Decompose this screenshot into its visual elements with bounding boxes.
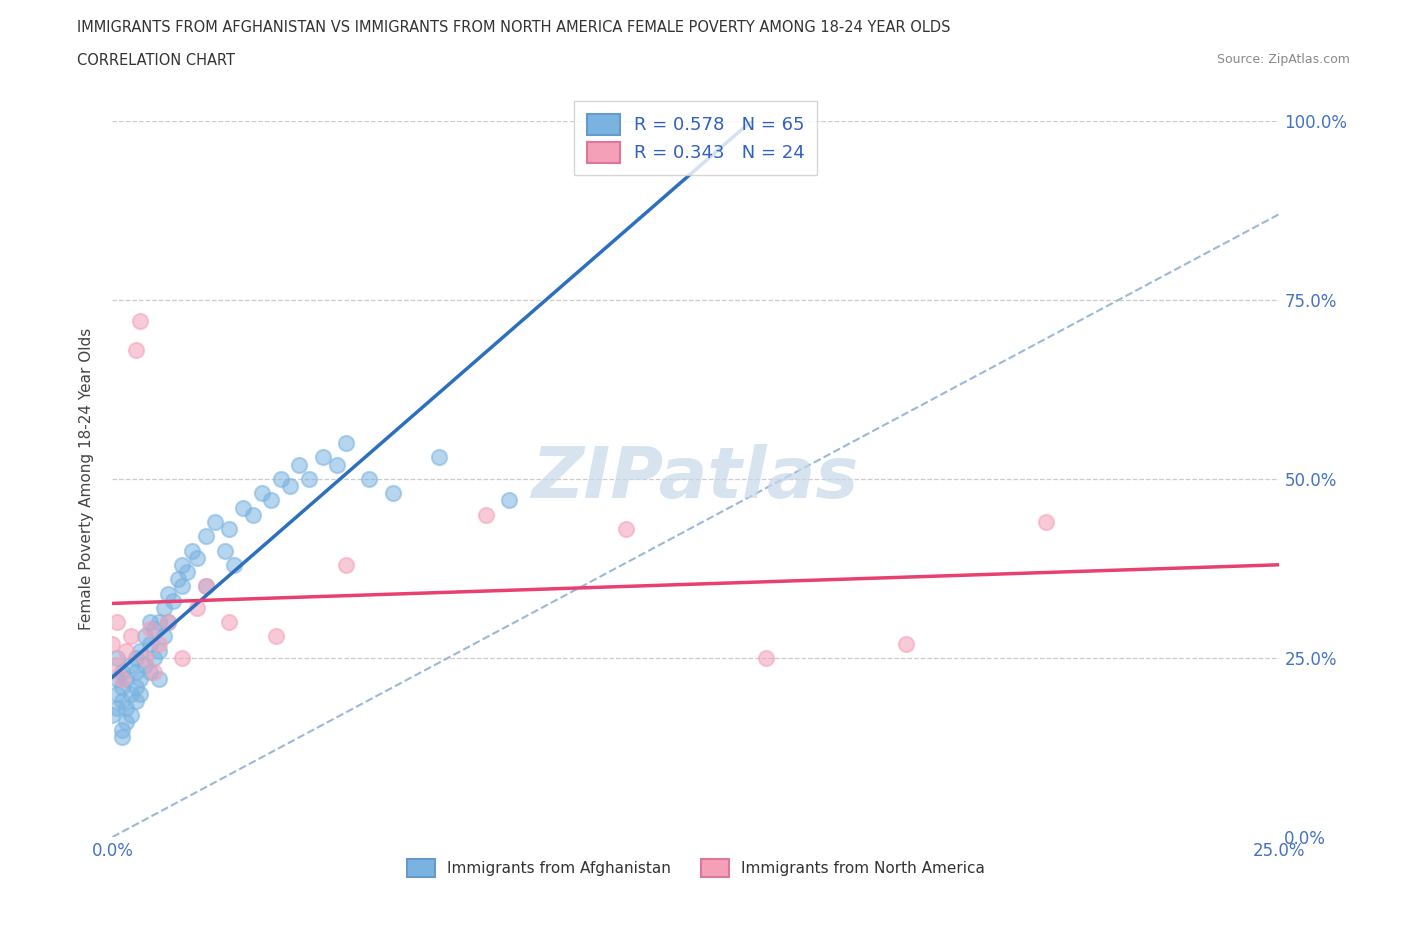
Point [139, 636, 162, 651]
Point [134, 658, 156, 672]
Point [148, 636, 170, 651]
Point [1035, 514, 1057, 529]
Point [111, 679, 134, 694]
Point [139, 665, 162, 680]
Point [125, 694, 148, 709]
Point [172, 557, 194, 572]
Text: ZIPatlas: ZIPatlas [533, 445, 859, 513]
Point [894, 636, 917, 651]
Point [120, 686, 142, 701]
Point [381, 485, 404, 500]
Point [242, 508, 264, 523]
Point [111, 694, 134, 709]
Point [180, 543, 202, 558]
Point [125, 342, 148, 357]
Point [162, 593, 184, 608]
Point [105, 651, 128, 666]
Point [278, 479, 301, 494]
Point [111, 729, 134, 744]
Point [125, 679, 148, 694]
Point [194, 529, 217, 544]
Point [232, 500, 254, 515]
Point [134, 651, 156, 666]
Text: IMMIGRANTS FROM AFGHANISTAN VS IMMIGRANTS FROM NORTH AMERICA FEMALE POVERTY AMON: IMMIGRANTS FROM AFGHANISTAN VS IMMIGRANT… [77, 20, 950, 35]
Point [148, 615, 170, 630]
Point [498, 493, 520, 508]
Point [176, 565, 198, 579]
Point [101, 636, 124, 651]
Point [297, 472, 319, 486]
Point [194, 578, 217, 594]
Point [105, 658, 128, 672]
Point [115, 715, 138, 730]
Point [172, 578, 194, 594]
Point [134, 629, 156, 644]
Point [120, 708, 142, 723]
Point [260, 493, 283, 508]
Point [153, 629, 176, 644]
Point [129, 672, 152, 687]
Point [335, 435, 357, 450]
Point [614, 522, 637, 537]
Point [194, 578, 217, 594]
Point [218, 615, 240, 630]
Point [427, 450, 450, 465]
Point [105, 672, 128, 687]
Point [115, 672, 138, 687]
Point [250, 485, 273, 500]
Point [125, 665, 148, 680]
Point [204, 514, 226, 529]
Point [359, 472, 381, 486]
Point [214, 543, 236, 558]
Point [311, 450, 333, 465]
Point [325, 458, 347, 472]
Point [111, 722, 134, 737]
Point [129, 644, 152, 658]
Point [120, 658, 142, 672]
Y-axis label: Female Poverty Among 18-24 Year Olds: Female Poverty Among 18-24 Year Olds [79, 328, 94, 631]
Point [115, 644, 138, 658]
Point [475, 508, 498, 523]
Point [166, 572, 188, 587]
Legend: Immigrants from Afghanistan, Immigrants from North America: Immigrants from Afghanistan, Immigrants … [401, 853, 991, 884]
Point [186, 601, 208, 616]
Point [105, 615, 128, 630]
Point [264, 629, 287, 644]
Point [139, 622, 162, 637]
Point [172, 651, 194, 666]
Point [335, 557, 357, 572]
Text: CORRELATION CHART: CORRELATION CHART [77, 53, 235, 68]
Point [125, 651, 148, 666]
Point [143, 651, 166, 666]
Point [157, 615, 180, 630]
Point [186, 551, 208, 565]
Point [270, 472, 292, 486]
Point [153, 601, 176, 616]
Point [139, 615, 162, 630]
Point [148, 644, 170, 658]
Text: Source: ZipAtlas.com: Source: ZipAtlas.com [1216, 53, 1350, 66]
Point [111, 672, 134, 687]
Point [157, 615, 180, 630]
Point [218, 522, 240, 537]
Point [105, 686, 128, 701]
Point [105, 700, 128, 715]
Point [157, 586, 180, 601]
Point [143, 622, 166, 637]
Point [755, 651, 778, 666]
Point [111, 665, 134, 680]
Point [129, 314, 152, 329]
Point [101, 708, 124, 723]
Point [129, 686, 152, 701]
Point [120, 629, 142, 644]
Point [115, 700, 138, 715]
Point [148, 672, 170, 687]
Point [222, 557, 245, 572]
Point [143, 665, 166, 680]
Point [288, 458, 311, 472]
